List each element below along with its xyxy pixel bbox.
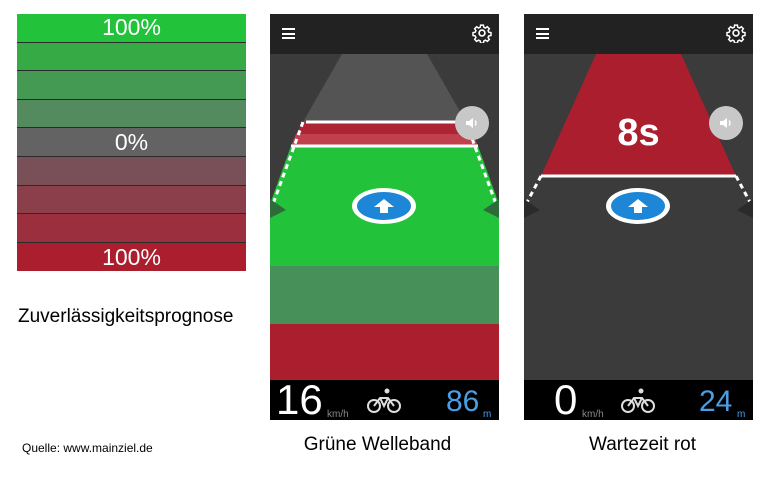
distance-unit: m <box>483 409 492 420</box>
legend-row <box>17 99 246 129</box>
direction-button[interactable] <box>606 188 670 224</box>
bicycle-icon <box>621 388 655 413</box>
sound-toggle[interactable] <box>455 106 489 140</box>
phone-green-wave: 16 km/h 86 m <box>270 14 499 420</box>
legend-caption: Zuverlässigkeitsprognose <box>18 306 234 327</box>
road-svg <box>270 54 499 380</box>
speaker-icon <box>720 118 731 128</box>
caption-green: Grüne Welleband <box>303 434 452 455</box>
legend-row: 100% <box>17 14 246 43</box>
speed-value: 0 <box>554 376 578 421</box>
legend-row <box>17 214 246 243</box>
distance-value: 24 <box>699 385 733 418</box>
gear-icon[interactable] <box>472 23 492 43</box>
arrow-up-icon <box>628 199 648 213</box>
app-topbar <box>524 14 753 54</box>
sound-toggle[interactable] <box>709 106 743 140</box>
source-note: Quelle: www.mainziel.de <box>22 441 153 455</box>
legend-row <box>17 156 246 186</box>
status-bar: 16 km/h 86 m <box>270 376 499 421</box>
legend-row: 100% <box>17 242 246 272</box>
gear-icon[interactable] <box>726 23 746 43</box>
speed-unit: km/h <box>582 409 604 420</box>
distance-unit: m <box>737 409 746 420</box>
speed-unit: km/h <box>327 409 349 420</box>
legend-row <box>17 71 246 100</box>
bicycle-icon <box>367 388 401 413</box>
menu-icon[interactable] <box>536 28 549 39</box>
wait-timer: 8s <box>617 112 660 154</box>
distance-value: 86 <box>446 385 480 418</box>
caption-red: Wartezeit rot <box>589 434 696 455</box>
speaker-icon <box>466 118 477 128</box>
status-bar: 0 km/h 24 m <box>524 376 753 421</box>
reliability-legend: 100% 0% 100% <box>17 14 246 272</box>
road-scene: 8s <box>524 54 753 380</box>
legend-row: 0% <box>17 128 246 157</box>
app-topbar <box>270 14 499 54</box>
speed-value: 16 <box>276 376 323 421</box>
direction-button[interactable] <box>352 188 416 224</box>
phone-red-wait: 8s 0 km/h 24 m <box>524 14 753 420</box>
road-scene <box>270 54 499 380</box>
legend-row <box>17 42 246 72</box>
legend-row <box>17 185 246 215</box>
menu-icon[interactable] <box>282 28 295 39</box>
arrow-up-icon <box>374 199 394 213</box>
